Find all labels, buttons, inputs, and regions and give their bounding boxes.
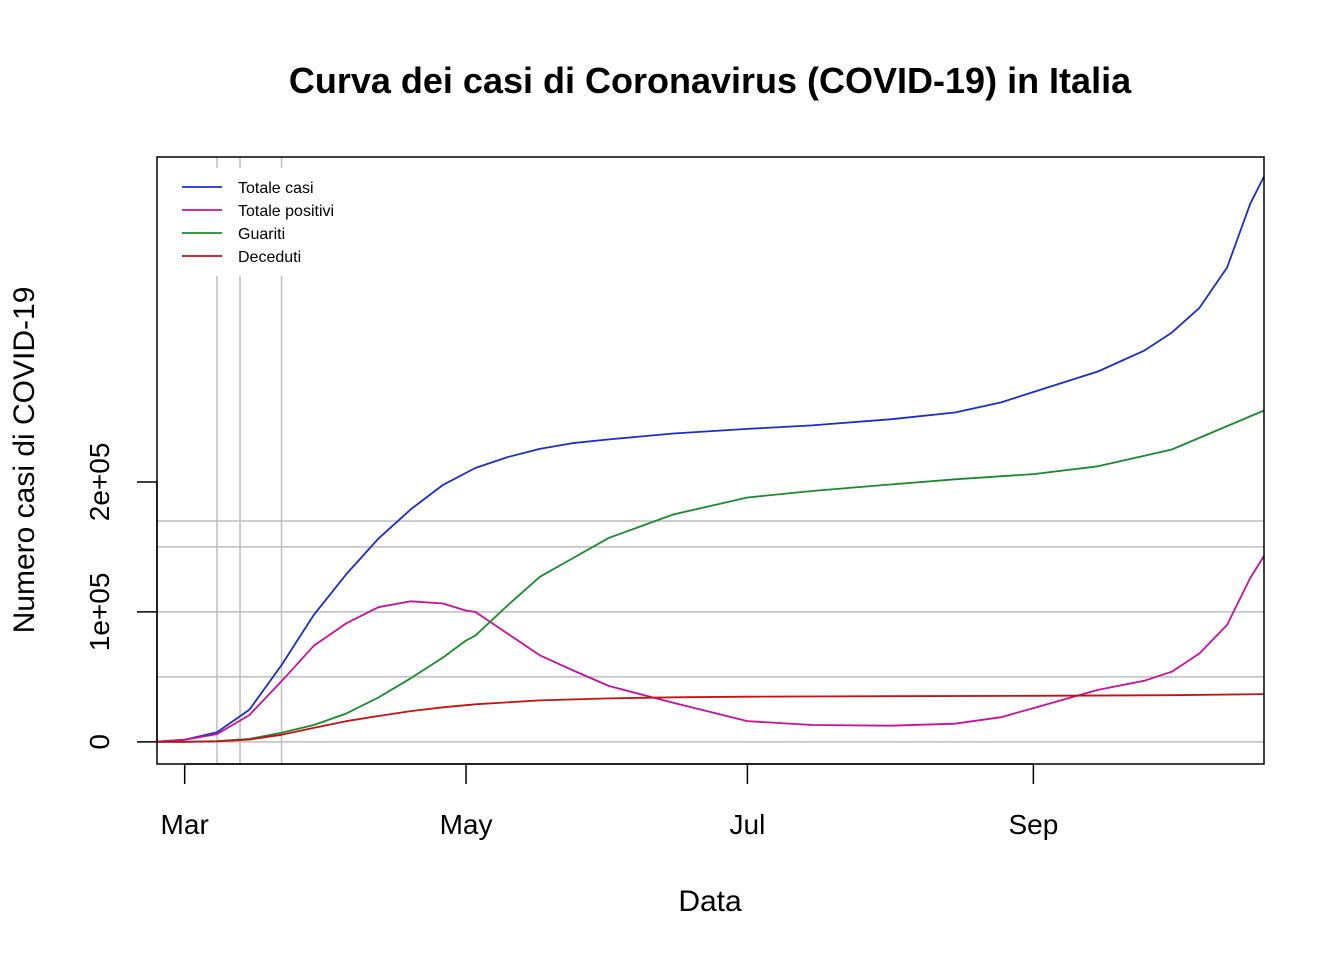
y-tick-label: 1e+05 [84, 573, 115, 652]
x-tick-label: Mar [161, 809, 209, 840]
legend-label: Guariti [238, 226, 285, 243]
x-tick-label: May [440, 809, 493, 840]
x-tick-label: Sep [1008, 809, 1058, 840]
series-line-deceduti [157, 693, 1265, 743]
y-axis: 0 1e+05 2e+05 [84, 443, 158, 750]
series-line-guariti [156, 409, 1265, 743]
x-axis: Mar May Jul Sep [161, 763, 1058, 840]
legend-background [170, 168, 360, 276]
y-axis-label: Numero casi di COVID-19 [8, 287, 41, 634]
legend-label: Totale casi [238, 180, 314, 197]
x-axis-label: Data [678, 885, 742, 918]
series-line-totale-casi [156, 176, 1265, 743]
series-lines [156, 176, 1265, 743]
legend-box [170, 168, 360, 276]
y-tick-label: 2e+05 [84, 443, 115, 522]
legend-label: Totale positivi [238, 203, 334, 220]
legend-label: Deceduti [238, 249, 301, 266]
chart-title: Curva dei casi di Coronavirus (COVID-19)… [289, 60, 1132, 101]
legend: Totale casi Totale positivi Guariti Decedut… [182, 180, 334, 266]
x-tick-label: Jul [730, 809, 766, 840]
series-line-totale-positivi [156, 555, 1265, 743]
y-tick-label: 0 [84, 734, 115, 750]
